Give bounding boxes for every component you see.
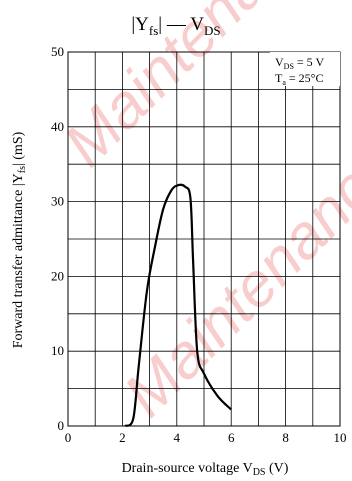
y-tick-label: 40	[51, 119, 64, 134]
y-tick-label: 30	[51, 194, 64, 209]
condition-vds: VDS = 5 V	[275, 55, 324, 71]
y-tick-label: 0	[58, 418, 65, 433]
x-tick-label: 0	[65, 430, 72, 445]
grid	[67, 51, 341, 427]
y-tick-label: 10	[51, 343, 64, 358]
condition-ta: Ta = 25°C	[275, 71, 323, 87]
x-tick-label: 10	[334, 430, 347, 445]
x-tick-label: 4	[174, 430, 181, 445]
y-tick-label: 50	[51, 44, 64, 59]
y-tick-label: 20	[51, 268, 64, 283]
conditions-box	[270, 52, 340, 86]
series	[124, 183, 232, 428]
x-tick-label: 8	[282, 430, 289, 445]
y-axis-label: Forward transfer admittance |Yfs| (mS)	[11, 131, 28, 348]
x-tick-label: 6	[228, 430, 235, 445]
x-tick-label: 2	[119, 430, 126, 445]
series-line-0	[124, 183, 232, 428]
ticks: 0 2 4 6 8 10 0 10 20 30 40 50	[51, 44, 347, 445]
conditions-legend: VDS = 5 V Ta = 25°C	[270, 52, 340, 87]
x-axis-label: Drain-source voltage VDS (V)	[122, 461, 289, 478]
chart-title: |Yfs| — VDS	[131, 14, 220, 38]
